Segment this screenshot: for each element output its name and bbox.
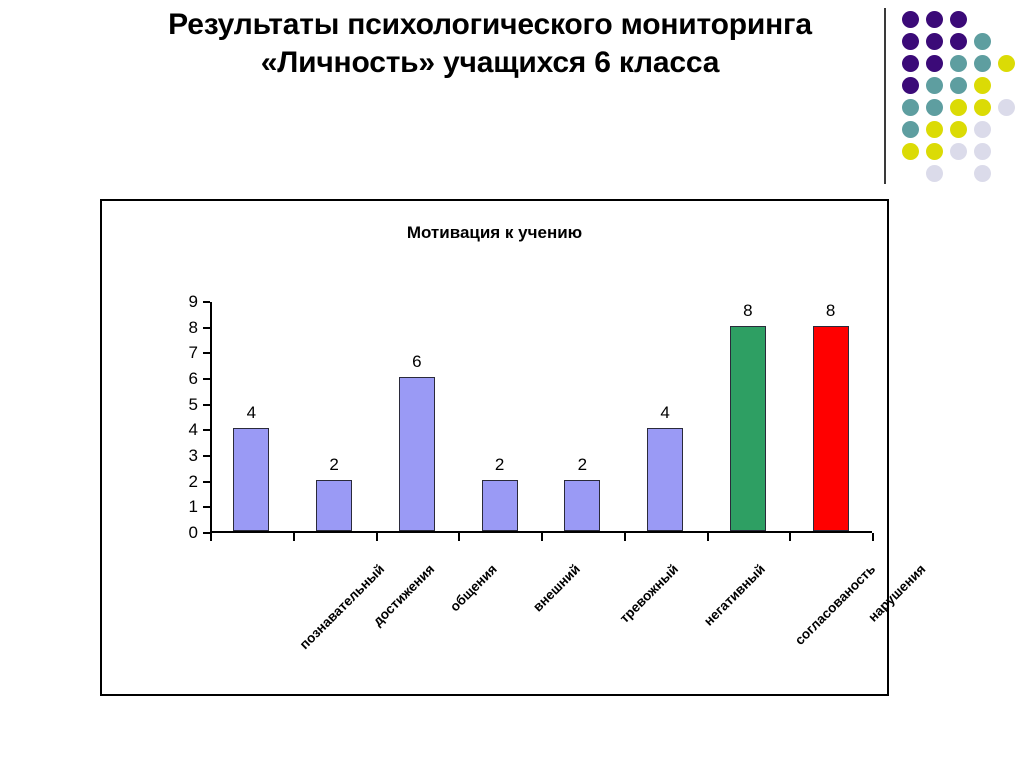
y-axis-tick-label: 7 [188, 343, 198, 363]
y-axis-tick [203, 301, 210, 303]
plot-area: 0 1 2 3 4 5 6 7 8 9 4 2 6 2 2 4 8 8 [189, 292, 874, 542]
x-axis-tick [541, 533, 543, 541]
x-axis-tick [458, 533, 461, 541]
x-axis-category-label: согласованость [791, 561, 879, 648]
y-axis-tick-label: 4 [188, 420, 198, 440]
decorative-dot [998, 55, 1015, 72]
bar [481, 479, 518, 531]
decorative-dot [902, 11, 919, 28]
x-axis-tick [375, 533, 378, 541]
y-axis-tick [203, 532, 210, 534]
bar [398, 377, 435, 531]
y-axis-tick [203, 455, 210, 457]
decorative-dot [974, 99, 991, 116]
decorative-dot [926, 99, 943, 116]
bar-value-label: 2 [329, 454, 339, 474]
x-axis-category-label: общения [446, 561, 500, 615]
bar-value-label: 8 [825, 300, 836, 320]
decorative-dot [974, 165, 991, 182]
bar [729, 325, 766, 531]
bar [564, 479, 601, 531]
x-axis-tick [623, 533, 626, 541]
decorative-dot [950, 143, 967, 160]
y-axis-tick-label: 0 [188, 523, 198, 542]
decorative-dot [902, 143, 919, 160]
decorative-dot [950, 33, 967, 50]
decorative-dot [974, 55, 991, 72]
decorative-dot [902, 33, 919, 50]
y-axis-tick-label: 3 [188, 446, 198, 465]
decorative-dot [950, 121, 967, 138]
y-axis-tick [203, 352, 210, 355]
bar-value-label: 2 [577, 454, 588, 474]
decorative-dot [902, 121, 919, 138]
vertical-divider-rule [884, 8, 886, 184]
decorative-dot [926, 55, 943, 72]
y-axis-tick [203, 326, 210, 329]
decorative-dot [926, 77, 943, 94]
bar-value-label: 2 [494, 454, 505, 474]
decorative-dot [974, 77, 991, 94]
decorative-dot [926, 165, 943, 182]
x-axis-category-label: тревожный [617, 561, 682, 626]
decorative-dot [998, 99, 1015, 116]
x-axis-category-label: негативный [701, 561, 769, 629]
bar [316, 479, 353, 531]
decorative-dot [902, 55, 919, 72]
bar [812, 325, 849, 531]
y-axis-tick [203, 480, 210, 483]
y-axis-tick-label: 9 [188, 292, 198, 311]
y-axis-tick-label: 5 [188, 394, 198, 414]
decorative-dot [974, 121, 991, 138]
chart-title: Мотивация к учению [406, 223, 583, 242]
bar [233, 428, 270, 531]
decorative-dot [950, 11, 967, 28]
decorative-dot [950, 77, 967, 94]
x-axis-category-label: внешний [529, 561, 583, 615]
decorative-dot [926, 33, 943, 50]
y-axis-tick [203, 429, 210, 432]
decorative-dot [950, 99, 967, 116]
x-axis-tick [706, 533, 709, 541]
x-axis-line [210, 531, 872, 533]
x-axis-tick [789, 533, 792, 541]
decorative-dot [974, 33, 991, 50]
y-axis-tick [203, 403, 210, 406]
decorative-dot [974, 143, 991, 160]
slide-title: Результаты психологического мониторинга … [168, 8, 812, 80]
decorative-dot [926, 121, 943, 138]
x-axis-category-label: познавательный [296, 561, 388, 653]
dot-grid-decoration [884, 0, 1024, 185]
y-axis-tick-label: 1 [188, 497, 198, 517]
bar-value-label: 8 [743, 300, 753, 320]
y-axis-tick-label: 2 [188, 471, 198, 491]
y-axis-tick [203, 506, 210, 509]
y-axis-tick-label: 8 [188, 317, 198, 337]
x-axis-tick [210, 533, 212, 541]
chart-container: Мотивация к учению 0 1 2 3 4 5 6 7 8 9 4 2 6 2 2 4 8 8 п… [100, 199, 928, 696]
decorative-dot [926, 11, 943, 28]
bar-value-label: 4 [246, 403, 257, 423]
bar [647, 428, 684, 531]
bar-value-label: 6 [412, 352, 422, 371]
bar-value-label: 4 [660, 403, 670, 423]
x-axis-tick [872, 533, 874, 541]
decorative-dot [926, 143, 943, 160]
x-axis-tick [292, 533, 295, 541]
y-axis-tick-label: 6 [188, 369, 198, 388]
decorative-dot [950, 55, 967, 72]
decorative-dot [902, 77, 919, 94]
decorative-dot [902, 99, 919, 116]
y-axis-tick [203, 378, 210, 380]
y-axis-line [210, 302, 212, 533]
